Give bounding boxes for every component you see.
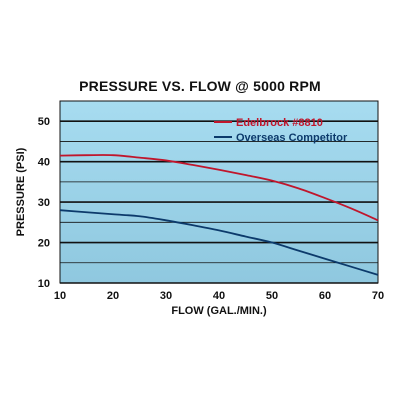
series-lines	[59, 154, 379, 276]
x-tick-label: 40	[213, 290, 225, 302]
y-tick-label: 30	[38, 197, 50, 209]
chart-title: PRESSURE VS. FLOW @ 5000 RPM	[79, 78, 321, 94]
series-line	[59, 154, 379, 222]
y-tick-label: 50	[38, 116, 50, 128]
y-tick-labels: 10 20 30 40 50	[38, 116, 50, 290]
plot-background	[59, 100, 379, 284]
y-tick-label: 20	[38, 238, 50, 250]
y-tick-label: 40	[38, 157, 50, 169]
x-tick-label: 60	[319, 290, 331, 302]
x-tick-labels: 10 20 30 40 50 60 70	[54, 290, 384, 302]
x-tick-label: 50	[266, 290, 278, 302]
x-tick-label: 20	[107, 290, 119, 302]
x-tick-label: 10	[54, 290, 66, 302]
y-axis-label: PRESSURE (PSI)	[15, 147, 27, 236]
x-axis-label: FLOW (GAL./MIN.)	[171, 305, 267, 317]
series-line	[59, 209, 379, 276]
legend: Edelbrock #8810 Overseas Competitor	[214, 117, 348, 144]
legend-label: Overseas Competitor	[236, 132, 348, 144]
y-tick-label: 10	[38, 278, 50, 290]
x-tick-label: 30	[160, 290, 172, 302]
x-tick-label: 70	[372, 290, 384, 302]
legend-label: Edelbrock #8810	[236, 117, 323, 129]
